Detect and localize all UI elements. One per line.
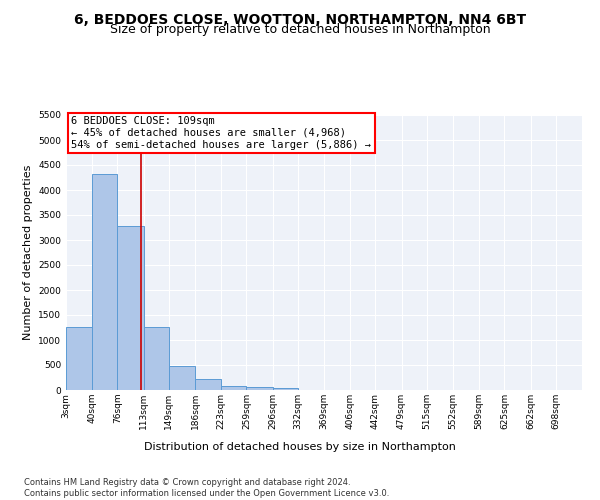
Bar (169, 366, 195, 390)
Bar (272, 388, 298, 390)
Bar (195, 379, 221, 390)
Text: Size of property relative to detached houses in Northampton: Size of property relative to detached ho… (110, 22, 490, 36)
Bar (247, 387, 272, 390)
Bar (66, 327, 92, 390)
Text: Distribution of detached houses by size in Northampton: Distribution of detached houses by size … (144, 442, 456, 452)
Bar (118, 226, 143, 390)
Text: 6 BEDDOES CLOSE: 109sqm
← 45% of detached houses are smaller (4,968)
54% of semi: 6 BEDDOES CLOSE: 109sqm ← 45% of detache… (71, 116, 371, 150)
Bar (143, 326, 169, 390)
Bar (92, 174, 118, 390)
Text: Contains HM Land Registry data © Crown copyright and database right 2024.
Contai: Contains HM Land Registry data © Crown c… (24, 478, 389, 498)
Bar (221, 386, 247, 390)
Text: 6, BEDDOES CLOSE, WOOTTON, NORTHAMPTON, NN4 6BT: 6, BEDDOES CLOSE, WOOTTON, NORTHAMPTON, … (74, 12, 526, 26)
Y-axis label: Number of detached properties: Number of detached properties (23, 165, 32, 340)
